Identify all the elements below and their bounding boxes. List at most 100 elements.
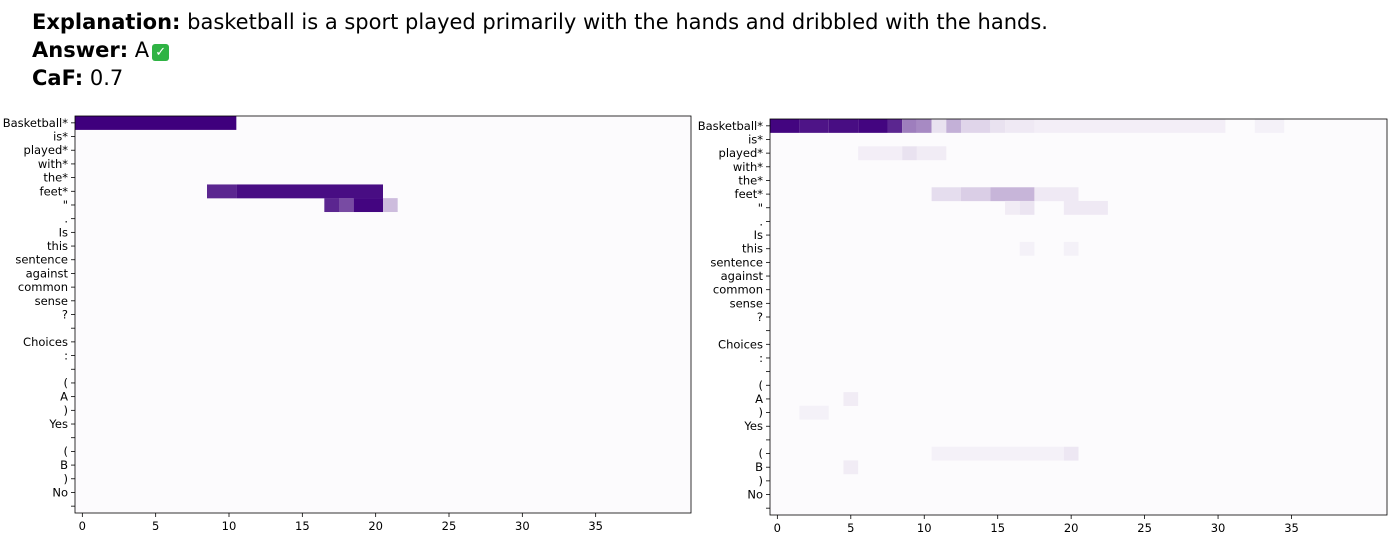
answer-label: Answer: bbox=[32, 38, 129, 62]
caf-line: CaF: 0.7 bbox=[32, 64, 1048, 92]
left-xtick-label: 25 bbox=[442, 519, 457, 533]
right-cell bbox=[1019, 200, 1035, 215]
right-ytick-label: sentence bbox=[710, 255, 763, 269]
answer-value: A bbox=[134, 38, 150, 62]
right-cell bbox=[1063, 241, 1079, 256]
right-cell bbox=[843, 460, 859, 475]
caf-label: CaF: bbox=[32, 66, 84, 90]
right-cell bbox=[1063, 200, 1108, 215]
answer-line: Answer: A ✓ bbox=[32, 36, 1048, 64]
heatmap-left: Basketball*is*played*with*the*feet*".Ist… bbox=[3, 115, 692, 533]
right-cell bbox=[828, 119, 859, 133]
right-ytick-label: A bbox=[755, 392, 763, 406]
right-ytick-label: ? bbox=[757, 310, 763, 324]
right-cell bbox=[770, 119, 800, 133]
right-xtick-label: 15 bbox=[990, 521, 1005, 535]
left-plot-area bbox=[75, 116, 691, 513]
right-ytick-label: Yes bbox=[743, 419, 763, 433]
left-ytick-label: A bbox=[60, 390, 68, 404]
left-ytick-label: with* bbox=[38, 157, 68, 171]
left-cell bbox=[339, 198, 354, 213]
left-ytick-label: Choices bbox=[23, 335, 68, 349]
left-ytick-label: sense bbox=[35, 294, 68, 308]
right-cell bbox=[1034, 119, 1226, 133]
right-cell bbox=[887, 119, 903, 133]
right-cell bbox=[946, 119, 961, 133]
right-cell bbox=[1019, 241, 1035, 256]
right-xtick-label: 25 bbox=[1137, 521, 1152, 535]
left-cell bbox=[353, 198, 383, 213]
right-xtick-label: 30 bbox=[1211, 521, 1226, 535]
right-xtick-label: 20 bbox=[1064, 521, 1079, 535]
header: Explanation: basketball is a sport playe… bbox=[32, 8, 1048, 92]
left-cell bbox=[207, 184, 237, 199]
heatmap-right: Basketball*is*played*with*the*feet*".Ist… bbox=[698, 118, 1388, 535]
left-ytick-label: is* bbox=[53, 130, 68, 144]
right-ytick-label: played* bbox=[719, 146, 764, 160]
right-cell bbox=[990, 187, 1035, 202]
left-ytick-label: against bbox=[26, 266, 69, 280]
right-cell bbox=[960, 119, 991, 133]
right-xtick-label: 10 bbox=[917, 521, 932, 535]
left-ytick-label: ) bbox=[64, 472, 69, 486]
right-cell bbox=[1005, 119, 1035, 133]
right-cell bbox=[858, 119, 888, 133]
right-cell bbox=[916, 119, 932, 133]
right-cell bbox=[931, 119, 947, 133]
right-cell bbox=[1034, 187, 1079, 202]
right-ytick-label: feet* bbox=[735, 187, 764, 201]
left-ytick-label: this bbox=[47, 239, 68, 253]
right-cell bbox=[1005, 200, 1020, 215]
explanation-line: Explanation: basketball is a sport playe… bbox=[32, 8, 1048, 36]
left-ytick-label: common bbox=[18, 280, 68, 294]
right-cell bbox=[902, 146, 917, 161]
left-ytick-label: " bbox=[63, 198, 68, 212]
right-ytick-label: . bbox=[759, 214, 763, 228]
right-ytick-label: Basketball* bbox=[698, 119, 763, 133]
right-ytick-label: Choices bbox=[718, 337, 763, 351]
left-ytick-label: the* bbox=[43, 171, 68, 185]
right-cell bbox=[931, 446, 1064, 461]
right-ytick-label: against bbox=[721, 269, 764, 283]
left-ytick-label: : bbox=[64, 349, 68, 363]
left-xtick-label: 30 bbox=[515, 519, 530, 533]
right-ytick-label: No bbox=[747, 488, 763, 502]
left-cell bbox=[383, 198, 398, 213]
left-xtick-label: 10 bbox=[222, 519, 237, 533]
right-ytick-label: the* bbox=[738, 173, 763, 187]
left-ytick-label: feet* bbox=[40, 184, 69, 198]
right-ytick-label: this bbox=[742, 242, 763, 256]
right-cell bbox=[799, 119, 829, 133]
right-ytick-label: with* bbox=[733, 160, 763, 174]
left-ytick-label: Basketball* bbox=[3, 116, 68, 130]
right-ytick-label: common bbox=[713, 283, 763, 297]
right-ytick-label: ( bbox=[759, 447, 764, 461]
right-cell bbox=[843, 392, 859, 406]
right-ytick-label: Is bbox=[754, 228, 763, 242]
right-ytick-label: is* bbox=[748, 132, 763, 146]
explanation-text: basketball is a sport played primarily w… bbox=[187, 10, 1048, 34]
left-ytick-label: ) bbox=[64, 403, 69, 417]
right-ytick-label: ( bbox=[759, 378, 764, 392]
right-cell bbox=[931, 187, 961, 202]
left-cell bbox=[324, 198, 339, 213]
right-cell bbox=[1063, 446, 1079, 461]
right-cell bbox=[799, 405, 829, 420]
right-xtick-label: 35 bbox=[1284, 521, 1299, 535]
right-ytick-label: " bbox=[758, 201, 763, 215]
left-ytick-label: ( bbox=[64, 444, 69, 458]
left-ytick-label: ( bbox=[64, 376, 69, 390]
right-cell bbox=[858, 146, 903, 161]
left-cell bbox=[236, 184, 383, 199]
left-cell bbox=[75, 116, 237, 130]
right-ytick-label: ) bbox=[759, 406, 764, 420]
left-ytick-label: Is bbox=[59, 225, 68, 239]
caf-value: 0.7 bbox=[89, 66, 124, 90]
right-cell bbox=[1254, 119, 1285, 133]
left-xtick-label: 5 bbox=[152, 519, 159, 533]
right-cell bbox=[902, 119, 917, 133]
left-xtick-label: 15 bbox=[295, 519, 310, 533]
left-ytick-label: . bbox=[64, 212, 68, 226]
right-cell bbox=[916, 146, 947, 161]
left-ytick-label: ? bbox=[62, 308, 68, 322]
